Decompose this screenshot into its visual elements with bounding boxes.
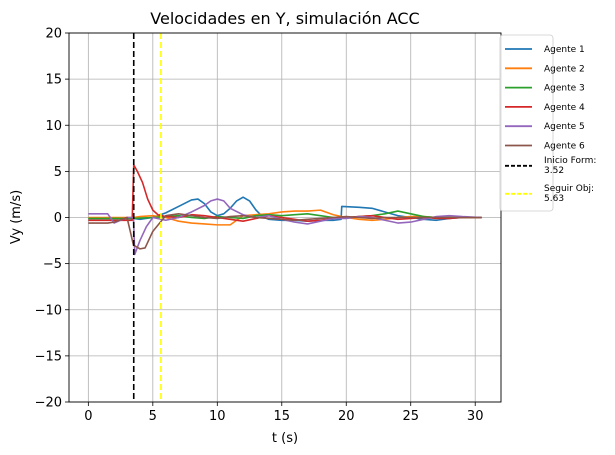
y-tick-label: 20 [45, 27, 62, 42]
legend-label-line: Seguir Obj: [544, 184, 594, 194]
legend-label: Seguir Obj: 5.63 [544, 184, 594, 204]
y-tick-label: −5 [43, 257, 62, 272]
legend-label-line: 5.63 [544, 194, 564, 204]
chart-title: Velocidades en Y, simulación ACC [150, 9, 419, 28]
legend-label: Agente 1 [544, 45, 585, 55]
y-tick-label: −10 [35, 303, 62, 318]
legend-label: Agente 6 [544, 142, 585, 152]
legend-label: Agente 4 [544, 103, 585, 113]
x-tick-label: 30 [467, 409, 484, 424]
y-tick-label: 0 [54, 211, 62, 226]
y-tick-label: 15 [45, 73, 62, 88]
x-tick-label: 10 [209, 409, 226, 424]
legend: Agente 1 Agente 2 Agente 3 Agente 4 Agente 5… [499, 34, 596, 212]
legend-label-line: 3.52 [544, 166, 564, 176]
x-tick-label: 25 [402, 409, 419, 424]
x-axis-title: t (s) [272, 431, 298, 446]
legend-label: Agente 2 [544, 64, 585, 74]
axes-ticks: 0 5 10 15 20 25 30 −20 −15 −10 −5 0 5 10 15 20 [35, 27, 484, 425]
legend-label: Inicio Form: 3.52 [544, 156, 596, 176]
x-tick-label: 5 [149, 409, 157, 424]
legend-label: Agente 3 [544, 84, 585, 94]
series-line-agente-2 [88, 209, 482, 226]
x-tick-label: 0 [84, 409, 92, 424]
y-axis-title: Vy (m/s) [9, 190, 24, 244]
x-tick-label: 15 [274, 409, 291, 424]
series-line-agente-6 [88, 213, 482, 250]
legend-box [499, 34, 554, 212]
x-tick-label: 20 [338, 409, 355, 424]
y-tick-label: 10 [45, 119, 62, 134]
y-tick-label: 5 [54, 165, 62, 180]
plot-area [88, 33, 482, 402]
y-tick-label: −15 [35, 349, 62, 364]
legend-label-line: Inicio Form: [544, 156, 596, 166]
legend-label: Agente 5 [544, 122, 585, 132]
y-tick-label: −20 [35, 396, 62, 411]
